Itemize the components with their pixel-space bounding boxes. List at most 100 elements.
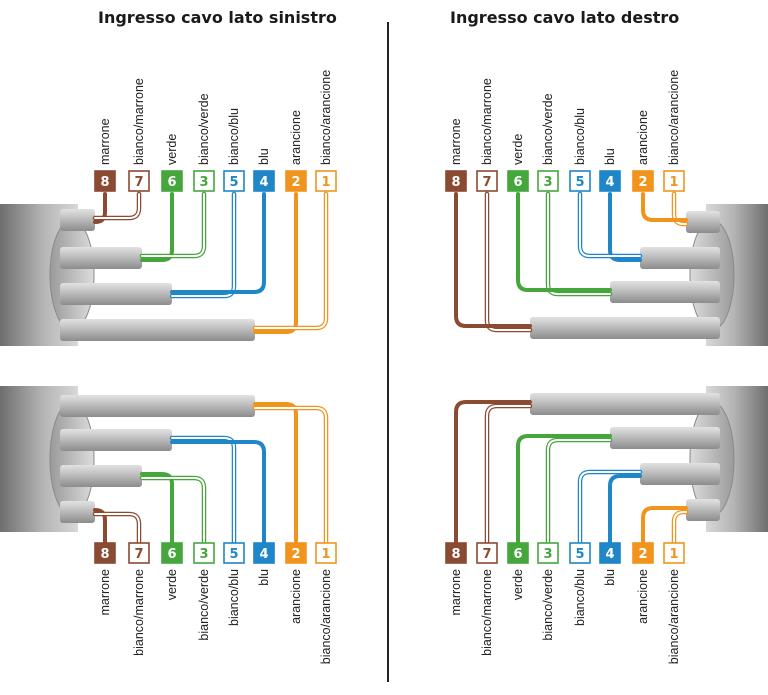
right-top-pin-4-box [599,170,621,192]
left-top-wire-2-line [253,192,298,334]
right-top-pair-1-insulation [686,211,720,233]
left-top-pin-3-label: bianco/verde [197,93,211,165]
left-top-pin-7-number: 7 [134,175,143,190]
left-bottom-pin-7-box [128,542,150,564]
right-top-pin-6-number: 6 [513,175,522,190]
right-bottom-pair-4-insulation [686,499,720,521]
left-bottom-pin-3-label: bianco/verde [197,569,211,641]
left-bottom-wire-7 [92,511,142,545]
title-left: Ingresso cavo lato sinistro [98,8,337,27]
left-bottom-pin-7-label: bianco/marrone [132,569,146,656]
left-top-pin-1-box [315,170,337,192]
left-top-pin-8-box [94,170,116,192]
left-top-pin-3-box [193,170,215,192]
left-bottom-wire-6 [140,472,174,544]
right-top-wire-2-line [641,192,688,222]
left-top-pin-6-label: verde [165,134,179,165]
right-top-pin-1-box [663,170,685,192]
right-top-wire-5-core [579,193,641,257]
right-top-pin-3-label: bianco/verde [541,93,555,165]
left-top-pair-2-insulation [60,247,142,269]
left-top-pin-5-number: 5 [229,175,238,190]
left-top-pin-7-label: bianco/marrone [132,78,146,165]
left-top-pin-2-label: arancione [289,110,303,165]
right-bottom-wire-8 [454,400,532,544]
right-top-pin-8-number: 8 [451,175,460,190]
right-bottom-pin-5-box [569,542,591,564]
right-bottom-wire-7 [484,403,533,545]
right-bottom-jacket-opening [689,401,735,517]
left-bottom-pin-4-box [253,542,275,564]
left-bottom-wire-7-outline [92,511,142,545]
right-top-wire-7 [484,191,533,333]
left-top-pin-3-number: 3 [199,175,208,190]
right-bottom-wire-3-core [547,439,611,543]
left-bottom-pair-3-insulation [60,465,142,487]
right-bottom-pin-8-box [445,542,467,564]
left-top-wire-1 [252,191,329,331]
right-top-pin-7-box [476,170,498,192]
left-top-pin-5-label: bianco/blu [227,108,241,165]
left-bottom-pin-8-number: 8 [100,547,109,562]
left-bottom-wire-2 [253,402,298,544]
right-bottom-pin-8-label: marrone [449,569,463,616]
right-bottom-pin-1-number: 1 [669,547,678,562]
left-top-pin-8-number: 8 [100,175,109,190]
right-bottom-wire-6 [516,434,612,544]
left-top-pair-4-insulation [60,319,255,341]
right-top-pin-7-label: bianco/marrone [480,78,494,165]
right-bottom-pin-2-label: arancione [636,569,650,624]
right-top-wire-8 [454,192,532,328]
right-top-pin-5-number: 5 [575,175,584,190]
right-top-wire-8-line [454,192,532,328]
right-bottom-pin-6-box [507,542,529,564]
left-bottom-wire-1 [252,405,329,545]
left-top-pair-1-insulation [60,209,95,231]
right-bottom-pair-1-insulation [530,393,720,415]
right-bottom-pin-5-label: bianco/blu [573,569,587,626]
left-top-wire-7-outline [92,191,142,221]
left-bottom-pin-4-number: 4 [259,547,268,562]
left-bottom-pin-1-number: 1 [321,547,330,562]
left-bottom-pin-5-box [223,542,245,564]
left-bottom-pin-5-label: bianco/blu [227,569,241,626]
left-bottom-wire-3-core [141,477,205,543]
left-bottom-wire-6-line [140,472,174,544]
left-bottom-wire-2-line [253,402,298,544]
left-bottom-wire-4-line [170,440,266,544]
right-top-pair-3-insulation [610,281,720,303]
right-top-pin-3-box [537,170,559,192]
left-bottom-pin-2-label: arancione [289,569,303,624]
left-top-wire-7-core [94,193,140,219]
left-top-wire-6-line [140,192,174,262]
right-top-pin-2-label: arancione [636,110,650,165]
left-bottom-wire-3 [139,475,207,545]
right-top-wire-7-outline [484,191,533,333]
right-bottom-pin-2-number: 2 [638,547,647,562]
right-bottom-pin-7-number: 7 [482,547,491,562]
left-bottom-pin-1-box [315,542,337,564]
right-bottom-pin-4-number: 4 [605,547,614,562]
left-top-wire-2 [253,192,298,334]
left-bottom-pin-6-label: verde [165,569,179,600]
left-top-wire-6 [140,192,174,262]
left-bottom-pin-3-box [193,542,215,564]
left-top-pin-1-label: bianco/arancione [319,70,333,165]
right-bottom-pin-8-number: 8 [451,547,460,562]
right-top-pin-1-number: 1 [669,175,678,190]
left-top-wire-4-line [170,192,266,294]
right-bottom-wire-4-line [608,474,642,544]
right-bottom-wire-3 [545,437,613,545]
right-bottom-wire-8-line [454,400,532,544]
right-top-wire-6-line [516,192,612,292]
right-bottom-pin-6-label: verde [511,569,525,600]
right-top-pin-6-box [507,170,529,192]
right-bottom-pin-1-label: bianco/arancione [667,569,681,664]
right-bottom-pin-7-box [476,542,498,564]
left-bottom-wire-7-core [94,513,140,543]
right-top-pin-7-number: 7 [482,175,491,190]
right-top-pair-4-insulation [530,317,720,339]
left-bottom-pin-1-label: bianco/arancione [319,569,333,664]
right-top-jacket-opening [689,219,735,331]
